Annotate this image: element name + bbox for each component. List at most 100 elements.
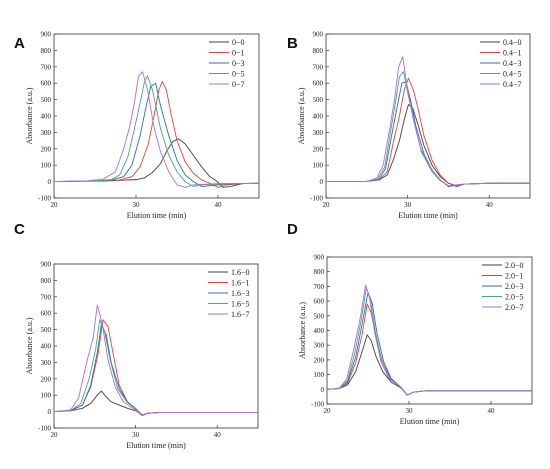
series-line-0 (54, 390, 258, 416)
legend-label: 0−3 (232, 59, 245, 68)
plot-frame (53, 33, 260, 199)
y-tick-label: 0 (48, 178, 52, 186)
y-axis-label: Absorbance (a.u.) (297, 87, 306, 144)
y-tick-label: 500 (314, 312, 325, 320)
y-tick-label: 400 (313, 113, 324, 121)
y-tick-label: 600 (314, 298, 325, 306)
y-axis-label: Absorbance (a.u.) (25, 317, 34, 374)
legend-label: 0.4−3 (503, 59, 522, 68)
series-line-0 (326, 104, 530, 187)
y-tick-label: 0 (48, 408, 52, 416)
y-axis-label: Absorbance (a.u.) (298, 302, 307, 359)
y-tick-label: 300 (41, 359, 52, 367)
series-line-1 (326, 77, 530, 187)
legend-label: 1.6−3 (231, 289, 250, 298)
series-line-1 (327, 303, 532, 396)
y-tick-label: 800 (41, 277, 52, 285)
x-axis-label: Elution time (min) (400, 417, 460, 426)
y-tick-label: 900 (41, 31, 52, 39)
y-tick-label: 900 (41, 261, 52, 269)
y-tick-label: 100 (41, 162, 52, 170)
y-tick-label: -100 (38, 195, 51, 203)
legend-label: 0−1 (232, 48, 245, 57)
legend-label: 0.4−7 (503, 80, 522, 89)
legend-label: 2.0−7 (505, 303, 524, 312)
panel-letter: D (287, 221, 298, 238)
x-tick-label: 20 (324, 407, 332, 415)
y-tick-label: 700 (41, 63, 52, 71)
panel-letter: A (14, 35, 25, 52)
legend-label: 0−0 (232, 38, 245, 47)
y-tick-label: 100 (41, 392, 52, 400)
legend-label: 1.6−1 (231, 278, 250, 287)
x-axis-label: Elution time (min) (127, 211, 187, 220)
series-line-2 (54, 82, 259, 187)
y-tick-label: 600 (41, 310, 52, 318)
panel-letter: C (14, 221, 25, 238)
x-tick-label: 20 (51, 201, 59, 209)
y-tick-label: -100 (310, 195, 323, 203)
x-tick-label: 20 (51, 431, 59, 439)
x-axis-label: Elution time (min) (126, 441, 186, 450)
series-line-2 (327, 291, 532, 396)
y-tick-label: 200 (41, 145, 52, 153)
y-tick-label: 100 (313, 162, 324, 170)
legend-label: 2.0−5 (505, 292, 524, 301)
y-tick-label: 700 (313, 63, 324, 71)
series-line-0 (54, 138, 259, 188)
y-tick-label: 500 (313, 96, 324, 104)
legend-label: 2.0−1 (505, 271, 524, 280)
panel-b: B -100 0 100 200 300 400 500 600 700 800 900 20 30 40 E… (287, 31, 531, 220)
series-line-2 (326, 81, 530, 187)
legend-label: 0−7 (232, 80, 245, 89)
y-tick-label: 900 (313, 31, 324, 39)
legend-label: 2.0−0 (505, 261, 524, 270)
y-tick-label: 0 (320, 178, 324, 186)
series-line-3 (327, 287, 532, 396)
panel-c: C -100 0 100 200 300 400 500 600 700 800 900 20 30 40 E… (14, 221, 259, 450)
x-tick-label: 30 (404, 201, 412, 209)
legend-label: 0−5 (232, 69, 245, 78)
legend-label: 0.4−1 (503, 48, 522, 57)
x-tick-label: 40 (488, 407, 496, 415)
y-tick-label: 800 (41, 47, 52, 55)
y-tick-label: 200 (313, 145, 324, 153)
y-axis-label: Absorbance (a.u.) (25, 87, 34, 144)
y-tick-label: 600 (41, 80, 52, 88)
plot-frame (325, 33, 531, 199)
y-tick-label: 700 (41, 293, 52, 301)
x-axis-label: Elution time (min) (398, 211, 458, 220)
series-line-4 (327, 284, 532, 396)
y-tick-label: 300 (41, 129, 52, 137)
legend-label: 1.6−5 (231, 299, 250, 308)
y-tick-label: 0 (321, 386, 325, 394)
legend-label: 1.6−0 (231, 268, 250, 277)
series-line-4 (54, 71, 259, 188)
panel-a: A -100 0 100 200 300 400 500 600 700 800 900 20 30 40 E… (14, 31, 260, 220)
y-tick-label: 400 (41, 113, 52, 121)
y-tick-label: 400 (41, 343, 52, 351)
y-tick-label: 600 (313, 80, 324, 88)
legend-label: 1.6−7 (231, 310, 250, 319)
y-tick-label: 800 (313, 47, 324, 55)
x-tick-label: 20 (323, 201, 331, 209)
series-line-0 (327, 334, 532, 396)
y-tick-label: 500 (41, 326, 52, 334)
panel-letter: B (287, 35, 298, 52)
panel-d: D -100 0 100 200 300 400 500 600 700 800 900 20 30 40 E… (287, 221, 533, 426)
x-tick-label: 40 (215, 201, 223, 209)
series-line-1 (54, 81, 259, 188)
y-tick-label: 300 (314, 342, 325, 350)
y-tick-label: 900 (314, 254, 325, 262)
y-tick-label: 200 (314, 356, 325, 364)
x-tick-label: 40 (214, 431, 222, 439)
y-tick-label: 300 (313, 129, 324, 137)
series-line-3 (326, 71, 530, 187)
x-tick-label: 30 (133, 201, 141, 209)
y-tick-label: 500 (41, 96, 52, 104)
y-tick-label: -100 (311, 401, 324, 409)
y-tick-label: 100 (314, 371, 325, 379)
x-tick-label: 40 (486, 201, 494, 209)
x-tick-label: 30 (132, 431, 140, 439)
